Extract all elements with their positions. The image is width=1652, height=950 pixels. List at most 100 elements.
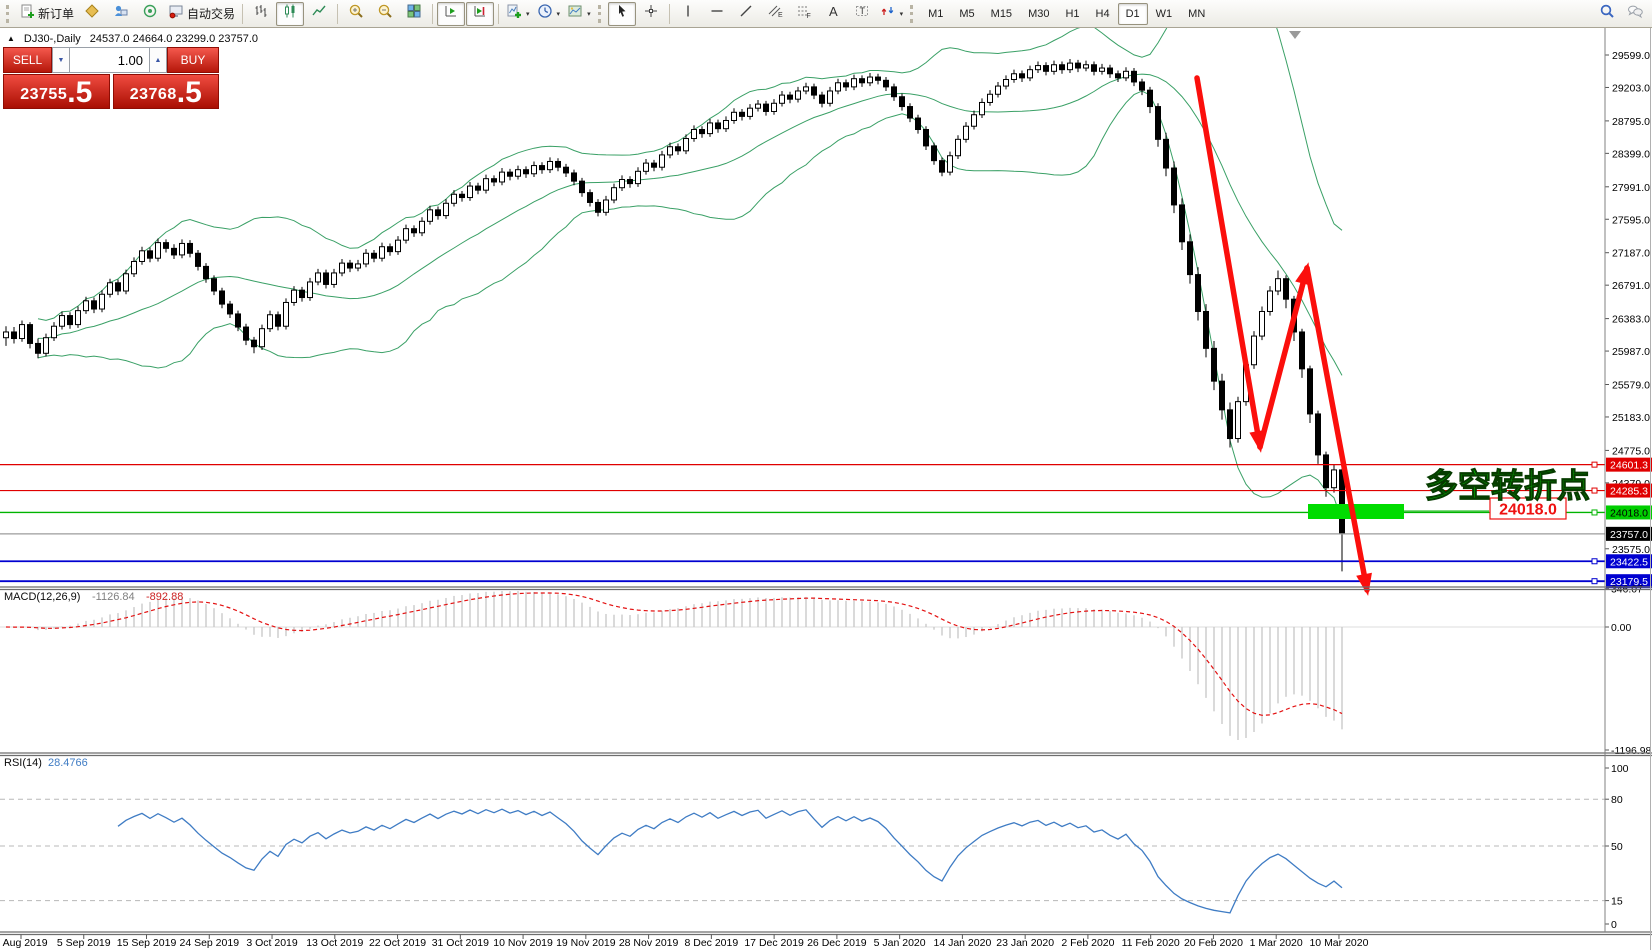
auto-scroll-button[interactable] — [437, 1, 466, 26]
support-zone-bar[interactable] — [1308, 504, 1404, 519]
hline-anchor[interactable] — [1591, 461, 1598, 468]
date-label: 31 Oct 2019 — [432, 937, 489, 949]
text-tool-button[interactable]: A — [819, 2, 847, 26]
price-tick-label: 25183.0 — [1612, 412, 1650, 424]
indicators-button[interactable]: ▾ — [503, 2, 533, 26]
indicators-caret-icon: ▾ — [526, 10, 530, 18]
toolbar-right-group — [1593, 2, 1649, 26]
sell-price-main: 23755 — [20, 86, 68, 103]
text-label-tool-button[interactable]: T — [848, 2, 876, 26]
price-badge-label: 24285.3 — [1610, 486, 1648, 498]
date-label: 8 Dec 2019 — [685, 937, 739, 949]
trend-arrow[interactable] — [1257, 262, 1311, 450]
zoom-in-button[interactable] — [342, 2, 370, 26]
price-badge — [1606, 526, 1652, 541]
tile-windows-button[interactable] — [400, 2, 428, 26]
timeframe-h1-button[interactable]: H1 — [1065, 7, 1080, 20]
candlestick-chart-button[interactable] — [276, 1, 305, 26]
chart-canvas[interactable]: 29599.0 29203.0 28795.0 28399.0 27991.0 27595… — [0, 28, 1652, 950]
hline-anchor[interactable] — [1591, 558, 1598, 565]
hline-anchor[interactable] — [1591, 487, 1598, 494]
rsi-axis-label: 100 — [1611, 763, 1629, 775]
templates-button[interactable]: ▾ — [564, 2, 594, 26]
collapse-panel-icon[interactable]: ▲ — [7, 34, 15, 43]
price-badge — [1606, 483, 1652, 498]
date-label: 14 Jan 2020 — [933, 937, 991, 949]
autotrading-icon — [168, 3, 184, 24]
toolbar-grip[interactable] — [910, 4, 916, 23]
volume-decrease-button[interactable]: ▼ — [52, 47, 70, 73]
timeframe-m30-button[interactable]: M30 — [1028, 7, 1050, 20]
date-label: 13 Oct 2019 — [306, 937, 363, 949]
toolbar-grip[interactable] — [597, 4, 604, 23]
buy-price-display[interactable]: 23768.5 — [112, 74, 219, 109]
price-tick-label: 28795.0 — [1612, 116, 1650, 128]
price-badge — [1606, 574, 1652, 589]
vertical-line-tool-button[interactable] — [674, 2, 702, 26]
hline-anchor[interactable] — [1591, 578, 1598, 585]
arrows-tool-button[interactable]: ▾ — [877, 2, 907, 26]
rsi-axis-label: 50 — [1611, 841, 1623, 853]
sell-price-display[interactable]: 23755.5 — [3, 74, 110, 109]
chat-button[interactable] — [1621, 2, 1649, 26]
vertical-line-icon — [680, 3, 696, 24]
macd-axis-label: 0.00 — [1611, 623, 1631, 634]
line-chart-button[interactable] — [305, 2, 333, 26]
trendline-tool-button[interactable] — [732, 2, 760, 26]
timeframe-h4-button[interactable]: H4 — [1095, 7, 1110, 20]
bar-chart-button[interactable] — [247, 2, 275, 26]
timeframe-d1-button[interactable]: D1 — [1117, 2, 1148, 25]
chart-shift-marker[interactable] — [1289, 31, 1301, 39]
trend-arrow[interactable] — [1194, 75, 1266, 453]
timeframe-w1-button[interactable]: W1 — [1155, 7, 1173, 20]
trend-arrow[interactable] — [1304, 265, 1372, 596]
timeframe-mn-button[interactable]: MN — [1188, 7, 1206, 20]
price-badge — [1606, 554, 1652, 569]
date-label: 19 Nov 2019 — [556, 937, 616, 949]
templates-caret-icon: ▾ — [587, 10, 591, 18]
date-label: 7 Aug 2019 — [0, 937, 48, 949]
zoom-out-button[interactable] — [371, 2, 399, 26]
price-tick-label: 26383.0 — [1612, 314, 1650, 326]
equidistant-channel-tool-button[interactable]: E — [761, 2, 789, 26]
sell-button[interactable]: SELL — [3, 47, 52, 73]
ohlc-values: 24537.0 24664.0 23299.0 23757.0 — [89, 33, 258, 45]
crosshair-tool-button[interactable] — [637, 2, 665, 26]
tile-windows-icon — [406, 3, 422, 24]
data-window-button[interactable] — [107, 2, 135, 26]
cursor-tool-button[interactable] — [607, 1, 636, 26]
zoom-in-icon — [348, 3, 364, 24]
horizontal-line-tool-button[interactable] — [703, 2, 731, 26]
fibonacci-tool-button[interactable]: F — [790, 2, 818, 26]
chart-shift-button[interactable] — [466, 1, 495, 26]
price-chart-svg[interactable]: 29599.0 29203.0 28795.0 28399.0 27991.0 27595… — [0, 28, 1652, 950]
timeframe-m5-button[interactable]: M5 — [959, 7, 975, 20]
equidistant-channel-icon: E — [767, 3, 783, 24]
toolbar-separator — [432, 3, 434, 24]
candlestick-chart-icon — [282, 3, 298, 24]
toolbar-grip[interactable] — [6, 4, 12, 23]
candles — [3, 59, 1345, 572]
bar-chart-icon — [253, 3, 269, 24]
toolbar-separator — [337, 3, 339, 24]
rsi-value: 28.4766 — [48, 757, 88, 769]
price-tick-label: 29599.0 — [1612, 50, 1650, 62]
autotrading-button[interactable]: 自动交易 — [165, 2, 238, 26]
navigator-button[interactable] — [136, 2, 164, 26]
horizontal-line-icon — [709, 3, 725, 24]
volume-input[interactable] — [70, 47, 149, 73]
arrows-icon — [880, 3, 896, 24]
timeframe-m1-button[interactable]: M1 — [928, 7, 944, 20]
price-badge-label: 23422.5 — [1610, 556, 1648, 568]
date-label: 2 Feb 2020 — [1061, 937, 1114, 949]
price-callout-box[interactable] — [1489, 497, 1567, 520]
hline-anchor[interactable] — [1591, 509, 1598, 516]
turning-point-annotation[interactable]: 多空转折点 — [1424, 466, 1590, 504]
buy-button[interactable]: BUY — [167, 47, 219, 73]
search-button[interactable] — [1593, 2, 1621, 26]
timeframe-m15-button[interactable]: M15 — [990, 7, 1013, 20]
volume-increase-button[interactable]: ▲ — [149, 47, 167, 73]
market-watch-button[interactable] — [78, 2, 106, 26]
new-order-button[interactable]: 新订单 — [16, 2, 77, 26]
periods-button[interactable]: ▾ — [534, 2, 564, 26]
